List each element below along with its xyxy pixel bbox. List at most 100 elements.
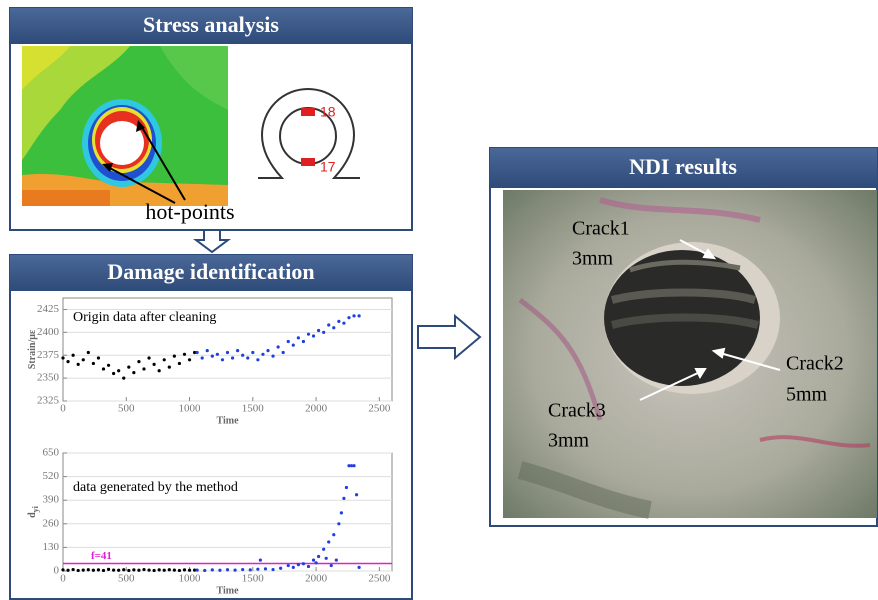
data-point <box>216 353 219 356</box>
x-axis-label: Time <box>216 585 239 596</box>
data-point <box>168 366 171 369</box>
data-point <box>327 323 330 326</box>
data-point <box>82 568 85 571</box>
data-point <box>322 331 325 334</box>
data-point <box>282 351 285 354</box>
y-tick-label: 2325 <box>37 395 60 407</box>
data-point <box>251 351 254 354</box>
data-point <box>127 569 130 572</box>
data-point <box>246 356 249 359</box>
data-point <box>226 351 229 354</box>
x-tick-label: 500 <box>118 573 135 585</box>
data-point <box>132 371 135 374</box>
chart-annotation: data generated by the method <box>73 480 238 495</box>
data-point <box>337 320 340 323</box>
x-tick-label: 2500 <box>368 573 391 585</box>
data-point <box>211 568 214 571</box>
data-point <box>102 367 105 370</box>
data-point <box>107 568 110 571</box>
data-point <box>292 566 295 569</box>
data-point <box>66 360 69 363</box>
x-tick-label: 2500 <box>368 403 391 415</box>
y-tick-label: 260 <box>43 517 60 529</box>
data-point <box>137 569 140 572</box>
data-point <box>147 356 150 359</box>
data-point <box>264 567 267 570</box>
data-point <box>158 568 161 571</box>
data-point <box>92 362 95 365</box>
data-point <box>314 561 317 564</box>
y-tick-label: 2400 <box>37 326 60 338</box>
data-point <box>259 559 262 562</box>
data-point <box>188 358 191 361</box>
data-point <box>137 360 140 363</box>
data-point <box>183 568 186 571</box>
y-tick-label: 2375 <box>37 349 60 361</box>
data-point <box>332 533 335 536</box>
y-tick-label: 520 <box>43 470 60 482</box>
data-point <box>72 568 75 571</box>
data-point <box>153 569 156 572</box>
data-point <box>122 568 125 571</box>
data-point <box>102 569 105 572</box>
data-point <box>302 562 305 565</box>
crack-name: Crack2 <box>786 353 844 375</box>
down-arrow <box>196 230 228 252</box>
data-point <box>147 568 150 571</box>
ndi-title: NDI results <box>629 154 737 179</box>
data-point <box>211 355 214 358</box>
data-point <box>173 568 176 571</box>
data-point <box>92 569 95 572</box>
data-point <box>231 356 234 359</box>
data-point <box>153 363 156 366</box>
stress-title: Stress analysis <box>143 12 279 37</box>
data-point <box>117 369 120 372</box>
hot-points-label: hot-points <box>145 199 234 224</box>
x-tick-label: 500 <box>118 403 135 415</box>
y-axis-label-main: Strain/με <box>27 329 38 369</box>
chart-annotation: Origin data after cleaning <box>73 310 216 325</box>
x-tick-label: 1500 <box>242 403 265 415</box>
data-point <box>287 564 290 567</box>
data-point <box>345 486 348 489</box>
crack-name: Crack3 <box>548 400 606 422</box>
data-point <box>330 564 333 567</box>
data-point <box>77 363 80 366</box>
data-point <box>142 367 145 370</box>
data-point <box>87 351 90 354</box>
data-point <box>342 322 345 325</box>
data-point <box>279 567 282 570</box>
data-point <box>261 353 264 356</box>
y-tick-label: 130 <box>43 541 60 553</box>
data-point <box>352 464 355 467</box>
figure: Stress analysis hot-points 18 17 Damage … <box>0 0 878 600</box>
data-point <box>168 568 171 571</box>
data-point <box>122 377 125 380</box>
data-point <box>196 351 199 354</box>
data-point <box>342 497 345 500</box>
data-point <box>178 362 181 365</box>
data-point <box>72 354 75 357</box>
data-point <box>358 566 361 569</box>
data-point <box>163 358 166 361</box>
data-point <box>322 548 325 551</box>
x-tick-label: 1500 <box>242 573 265 585</box>
data-point <box>61 356 64 359</box>
y-tick-label: 390 <box>43 494 60 506</box>
data-point <box>358 314 361 317</box>
data-point <box>158 369 161 372</box>
x-tick-label: 2000 <box>305 573 328 585</box>
x-tick-label: 0 <box>60 403 66 415</box>
crack-name: Crack1 <box>572 218 630 240</box>
data-point <box>337 522 340 525</box>
data-point <box>292 344 295 347</box>
data-point <box>87 568 90 571</box>
damage-title: Damage identification <box>107 259 314 284</box>
data-point <box>142 568 145 571</box>
y-axis-label-sub: yi <box>31 505 40 512</box>
data-point <box>266 349 269 352</box>
right-arrow <box>418 316 480 358</box>
data-point <box>61 568 64 571</box>
data-point <box>256 568 259 571</box>
data-point <box>241 568 244 571</box>
